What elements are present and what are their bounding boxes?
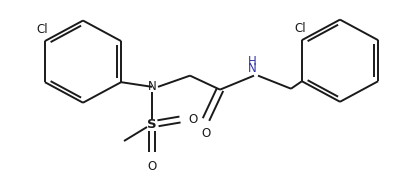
Text: N: N xyxy=(248,62,256,75)
Text: H: H xyxy=(248,55,256,68)
Text: O: O xyxy=(188,113,197,126)
Text: O: O xyxy=(201,127,211,140)
Text: Cl: Cl xyxy=(36,23,48,37)
Text: O: O xyxy=(147,160,157,173)
Text: S: S xyxy=(147,118,157,131)
Text: N: N xyxy=(148,80,156,93)
Text: Cl: Cl xyxy=(294,22,306,35)
